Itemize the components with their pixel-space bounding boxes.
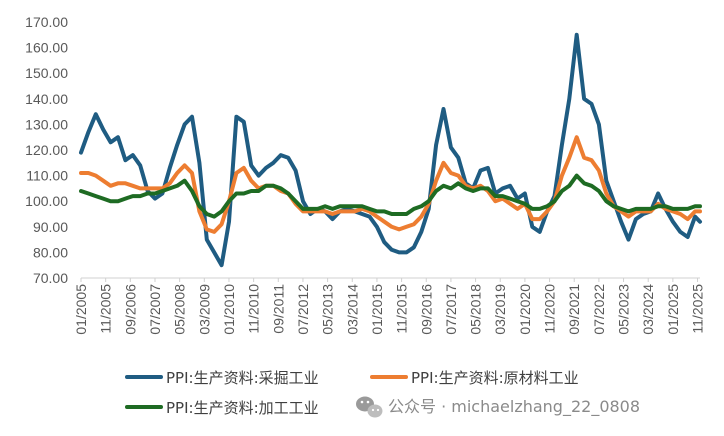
- x-tick-label: 03/2024: [640, 284, 656, 335]
- x-tick-label: 07/2017: [443, 284, 459, 335]
- x-tick-label: 11/2015: [394, 284, 410, 334]
- x-tick-label: 05/2008: [172, 284, 188, 335]
- x-tick-label: 05/2013: [320, 284, 336, 335]
- legend-label: PPI:生产资料:原材料工业: [411, 369, 579, 387]
- y-tick-label: 100.00: [25, 193, 68, 209]
- x-tick-label: 09/2006: [122, 284, 138, 335]
- x-tick-label: 05/2018: [468, 284, 484, 335]
- x-tick-label: 09/2011: [270, 284, 286, 334]
- y-tick-label: 140.00: [25, 91, 68, 107]
- legend-label: PPI:生产资料:加工工业: [166, 399, 319, 417]
- watermark-text: 公众号 · michaelzhang_22_0808: [388, 397, 640, 417]
- x-tick-label: 07/2022: [591, 284, 607, 335]
- x-tick-label: 11/2020: [542, 284, 558, 334]
- watermark: 公众号 · michaelzhang_22_0808: [356, 396, 640, 418]
- series-line-1: [79, 32, 702, 268]
- x-tick-label: 01/2010: [221, 284, 237, 335]
- y-tick-label: 110.00: [26, 168, 68, 184]
- x-tick-label: 01/2020: [517, 284, 533, 335]
- legend: PPI:生产资料:采掘工业 PPI:生产资料:原材料工业 PPI:生产资料:加工工业: [125, 369, 579, 417]
- y-tick-label: 80.00: [33, 244, 68, 260]
- legend-label: PPI:生产资料:采掘工业: [166, 369, 319, 387]
- x-tick-label: 07/2012: [295, 284, 311, 335]
- x-tick-label: 01/2025: [665, 284, 681, 335]
- y-tick-label: 160.00: [25, 40, 68, 56]
- x-tick-label: 03/2019: [492, 284, 508, 335]
- y-tick-label: 90.00: [33, 219, 68, 235]
- x-tick-label: 05/2023: [616, 284, 632, 335]
- x-tick-label: 11/2025: [690, 284, 706, 334]
- wechat-icon: [356, 396, 383, 418]
- x-tick-label: 11/2010: [246, 284, 262, 334]
- x-tick-label: 01/2015: [369, 284, 385, 335]
- x-axis: 01/2005 11/2005 09/2006 07/2007 05/2008 03/20…: [73, 278, 706, 335]
- series-lines: [79, 32, 702, 268]
- x-tick-label: 01/2005: [73, 284, 89, 335]
- x-tick-label: 11/2005: [98, 284, 114, 334]
- y-tick-label: 150.00: [25, 65, 68, 81]
- y-tick-label: 170.00: [25, 14, 68, 30]
- x-tick-label: 09/2016: [418, 284, 434, 335]
- series-line-3: [79, 173, 702, 219]
- x-tick-label: 09/2021: [566, 284, 582, 335]
- y-axis: 170.00 160.00 150.00 140.00 130.00 120.00 110.…: [25, 14, 68, 286]
- series-line-2: [79, 135, 702, 234]
- y-tick-label: 130.00: [25, 116, 68, 132]
- y-tick-label: 70.00: [33, 270, 68, 286]
- y-tick-label: 120.00: [25, 142, 68, 158]
- x-tick-label: 07/2007: [147, 284, 163, 335]
- x-tick-label: 03/2009: [196, 284, 212, 335]
- x-tick-label: 03/2014: [344, 284, 360, 335]
